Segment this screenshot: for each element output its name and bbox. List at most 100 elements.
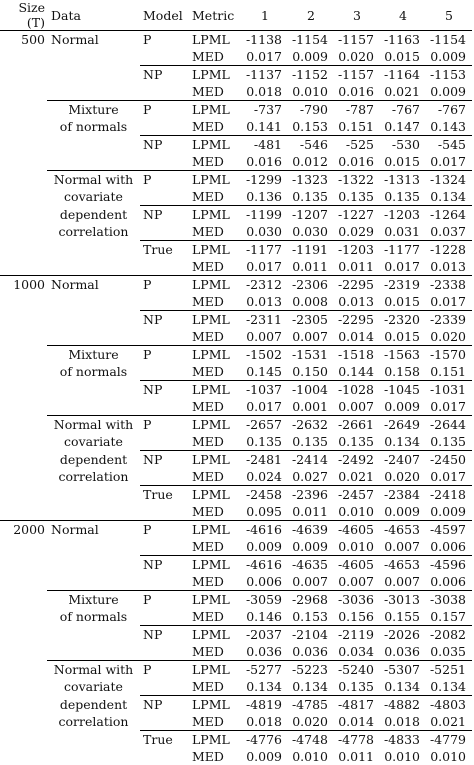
- value-cell: 0.027: [288, 468, 334, 486]
- metric-cell: MED: [188, 678, 242, 696]
- value-cell: -2338: [426, 276, 472, 294]
- value-cell: -3059: [242, 591, 288, 609]
- size-cell: [0, 556, 47, 574]
- value-cell: -2119: [334, 626, 380, 644]
- model-cell: [140, 48, 188, 66]
- header-col-4: 4: [380, 0, 426, 31]
- value-cell: -1324: [426, 171, 472, 189]
- size-cell: [0, 468, 47, 486]
- model-cell: [140, 468, 188, 486]
- model-cell: [140, 83, 188, 101]
- value-cell: 0.017: [426, 398, 472, 416]
- value-cell: -2082: [426, 626, 472, 644]
- header-col-3: 3: [334, 0, 380, 31]
- value-cell: -1004: [288, 381, 334, 399]
- size-cell: [0, 643, 47, 661]
- size-cell: [0, 223, 47, 241]
- value-cell: -2632: [288, 416, 334, 434]
- value-cell: -4639: [288, 521, 334, 539]
- size-cell: [0, 293, 47, 311]
- metric-cell: MED: [188, 468, 242, 486]
- data-cell: Normal with: [47, 661, 140, 679]
- model-cell: NP: [140, 696, 188, 714]
- value-cell: -2312: [242, 276, 288, 294]
- value-cell: 0.020: [288, 713, 334, 731]
- model-cell: [140, 363, 188, 381]
- value-cell: 0.009: [242, 538, 288, 556]
- metric-cell: LPML: [188, 451, 242, 469]
- model-cell: [140, 223, 188, 241]
- value-cell: -2026: [380, 626, 426, 644]
- model-cell: [140, 398, 188, 416]
- value-cell: -1177: [380, 241, 426, 259]
- value-cell: -1137: [242, 66, 288, 84]
- value-cell: -2295: [334, 276, 380, 294]
- model-cell: True: [140, 731, 188, 749]
- value-cell: -525: [334, 136, 380, 154]
- metric-cell: MED: [188, 223, 242, 241]
- value-cell: 0.153: [288, 118, 334, 136]
- value-cell: 0.016: [334, 83, 380, 101]
- value-cell: 0.006: [426, 573, 472, 591]
- value-cell: 0.134: [426, 678, 472, 696]
- value-cell: 0.008: [288, 293, 334, 311]
- value-cell: -1031: [426, 381, 472, 399]
- metric-cell: MED: [188, 258, 242, 276]
- metric-cell: MED: [188, 328, 242, 346]
- value-cell: -2644: [426, 416, 472, 434]
- value-cell: -767: [380, 101, 426, 119]
- size-cell: [0, 48, 47, 66]
- metric-cell: LPML: [188, 731, 242, 749]
- data-cell: [47, 136, 140, 154]
- metric-cell: LPML: [188, 696, 242, 714]
- value-cell: 0.018: [242, 83, 288, 101]
- value-cell: -2407: [380, 451, 426, 469]
- value-cell: -545: [426, 136, 472, 154]
- value-cell: 0.020: [426, 328, 472, 346]
- metric-cell: MED: [188, 398, 242, 416]
- value-cell: 0.018: [380, 713, 426, 731]
- value-cell: 0.135: [334, 433, 380, 451]
- value-cell: 0.007: [242, 328, 288, 346]
- value-cell: -1207: [288, 206, 334, 224]
- value-cell: -4605: [334, 521, 380, 539]
- value-cell: -2649: [380, 416, 426, 434]
- model-cell: NP: [140, 136, 188, 154]
- value-cell: -2306: [288, 276, 334, 294]
- value-cell: -4596: [426, 556, 472, 574]
- size-cell: [0, 538, 47, 556]
- model-cell: True: [140, 241, 188, 259]
- value-cell: -4817: [334, 696, 380, 714]
- value-cell: -4819: [242, 696, 288, 714]
- size-cell: [0, 573, 47, 591]
- value-cell: 0.150: [288, 363, 334, 381]
- metric-cell: MED: [188, 48, 242, 66]
- value-cell: -4597: [426, 521, 472, 539]
- size-cell: [0, 416, 47, 434]
- value-cell: 0.013: [334, 293, 380, 311]
- value-cell: -2458: [242, 486, 288, 504]
- value-cell: -3038: [426, 591, 472, 609]
- data-cell: Mixture: [47, 101, 140, 119]
- data-cell: dependent: [47, 206, 140, 224]
- value-cell: -5240: [334, 661, 380, 679]
- data-cell: correlation: [47, 713, 140, 731]
- data-cell: [47, 83, 140, 101]
- metric-cell: LPML: [188, 661, 242, 679]
- size-cell: [0, 346, 47, 364]
- data-cell: [47, 748, 140, 765]
- data-cell: Normal: [47, 276, 140, 294]
- value-cell: 0.007: [380, 538, 426, 556]
- value-cell: -2481: [242, 451, 288, 469]
- value-cell: -4653: [380, 521, 426, 539]
- value-cell: -2657: [242, 416, 288, 434]
- model-cell: [140, 748, 188, 765]
- value-cell: -530: [380, 136, 426, 154]
- data-cell: Mixture: [47, 346, 140, 364]
- data-cell: [47, 381, 140, 399]
